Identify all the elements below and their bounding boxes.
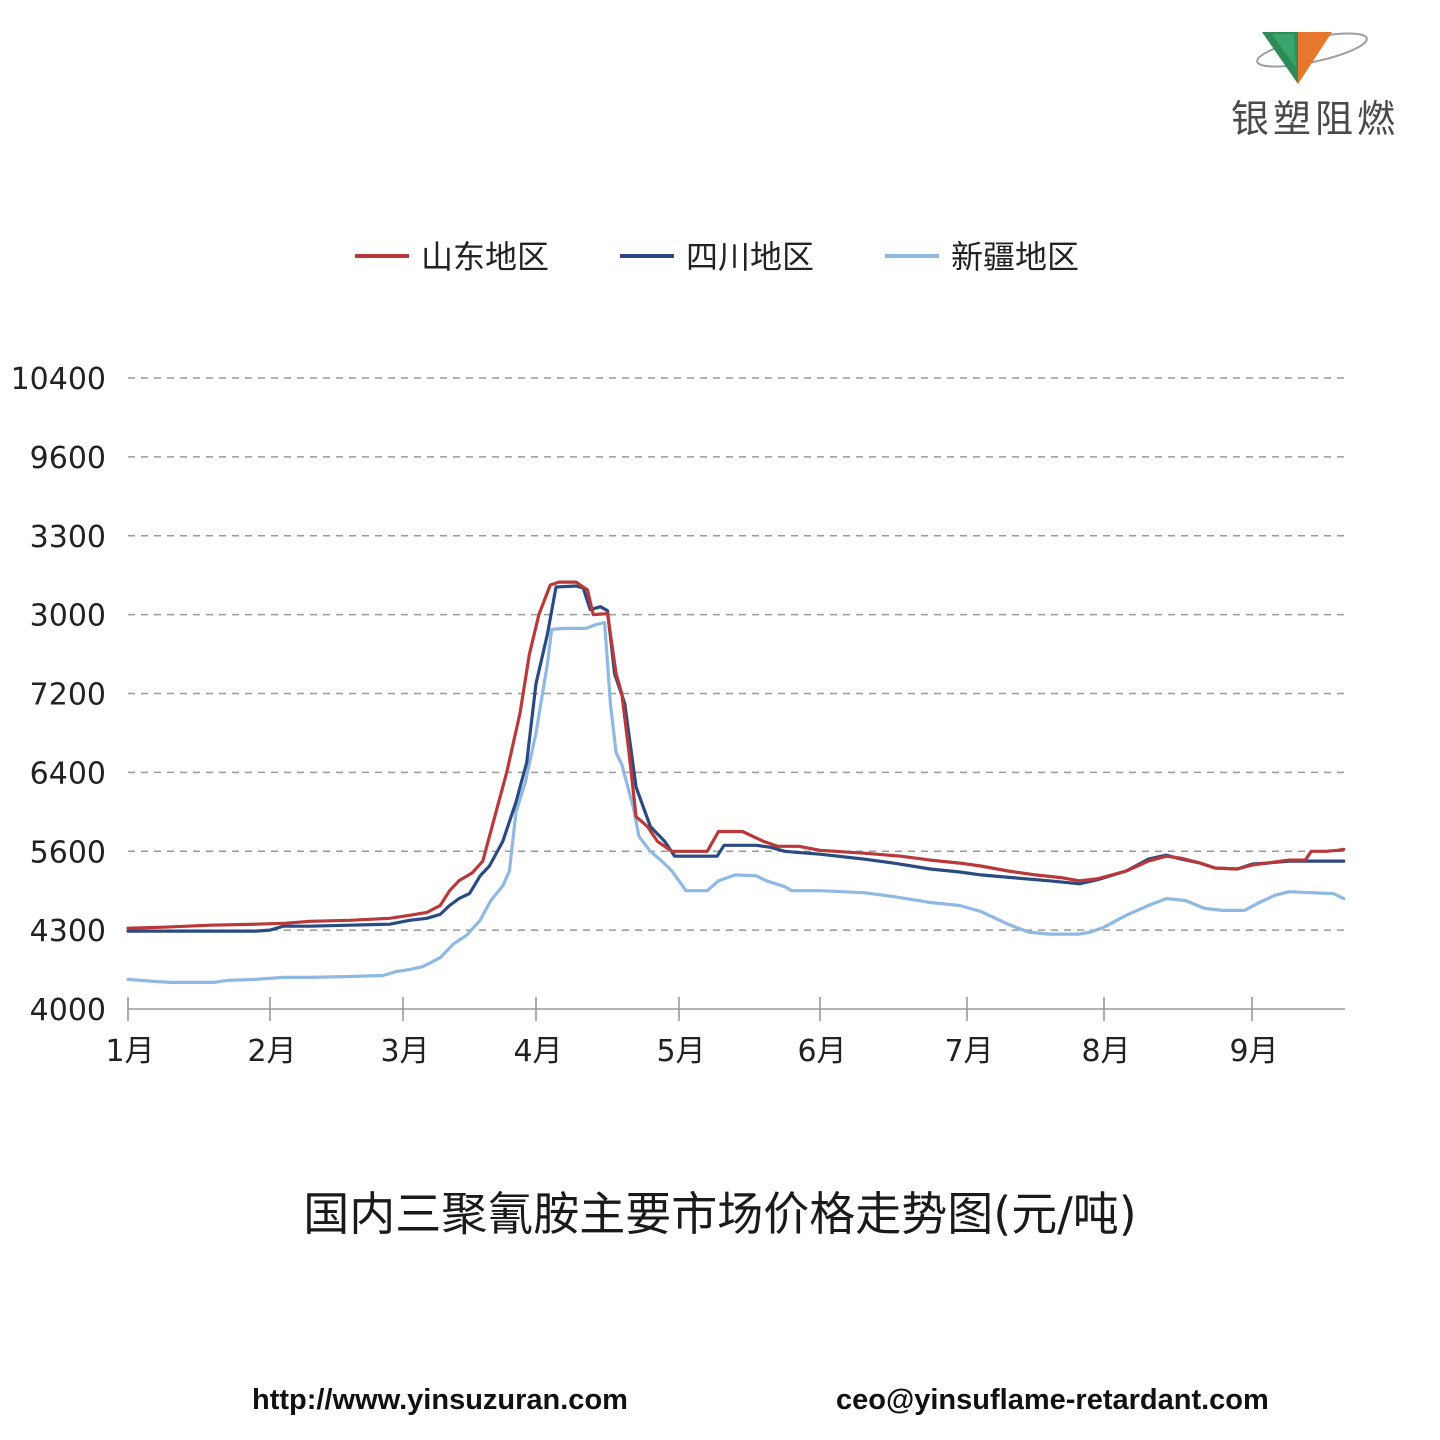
x-tick-label: 9月 xyxy=(1229,1034,1278,1069)
brand-logo: 银塑阻燃 xyxy=(1222,22,1408,141)
x-tick-label: 4月 xyxy=(513,1034,562,1069)
series-line-新疆地区 xyxy=(126,620,1346,984)
y-tick-label: 4300 xyxy=(30,914,106,949)
x-tick-label: 5月 xyxy=(656,1034,705,1069)
y-axis: 10400 9600 3300 3000 7200 6400 5600 4300 4000 xyxy=(11,362,106,1028)
series-line-四川地区 xyxy=(126,584,1346,933)
x-tick-label: 7月 xyxy=(944,1034,993,1069)
chart-legend: 山东地区 四川地区 新疆地区 xyxy=(355,238,1079,276)
x-tick-label: 8月 xyxy=(1081,1034,1130,1069)
series-line-山东地区 xyxy=(126,580,1346,930)
y-tick-label: 7200 xyxy=(30,678,106,713)
brand-logo-text: 银塑阻燃 xyxy=(1230,97,1399,141)
x-axis: 1月 2月 3月 4月 5月 6月 7月 8月 9月 xyxy=(105,997,1345,1069)
chart-gridlines xyxy=(128,377,1345,931)
chart-caption: 国内三聚氰胺主要市场价格走势图(元/吨) xyxy=(303,1187,1137,1241)
email-link[interactable]: ceo@yinsuflame-retardant.com xyxy=(836,1384,1269,1416)
x-tick-label: 3月 xyxy=(380,1034,429,1069)
chart-series xyxy=(126,580,1346,984)
y-tick-label: 3300 xyxy=(30,520,106,555)
price-trend-chart: 山东地区 四川地区 新疆地区 10400 9600 3300 3000 7200 6400 56… xyxy=(11,238,1346,1069)
y-tick-label: 9600 xyxy=(30,441,106,476)
x-tick-label: 2月 xyxy=(247,1034,296,1069)
website-link[interactable]: http://www.yinsuzuran.com xyxy=(252,1384,628,1416)
y-tick-label: 3000 xyxy=(30,599,106,634)
legend-label: 新疆地区 xyxy=(951,238,1079,276)
legend-label: 山东地区 xyxy=(421,238,549,276)
y-tick-label: 5600 xyxy=(30,835,106,870)
x-tick-label: 1月 xyxy=(105,1034,154,1069)
y-tick-label: 6400 xyxy=(30,756,106,791)
x-tick-label: 6月 xyxy=(797,1034,846,1069)
y-tick-label: 4000 xyxy=(30,993,106,1028)
legend-label: 四川地区 xyxy=(686,238,814,276)
brand-logo-mark xyxy=(1256,32,1368,84)
y-tick-label: 10400 xyxy=(11,362,106,397)
